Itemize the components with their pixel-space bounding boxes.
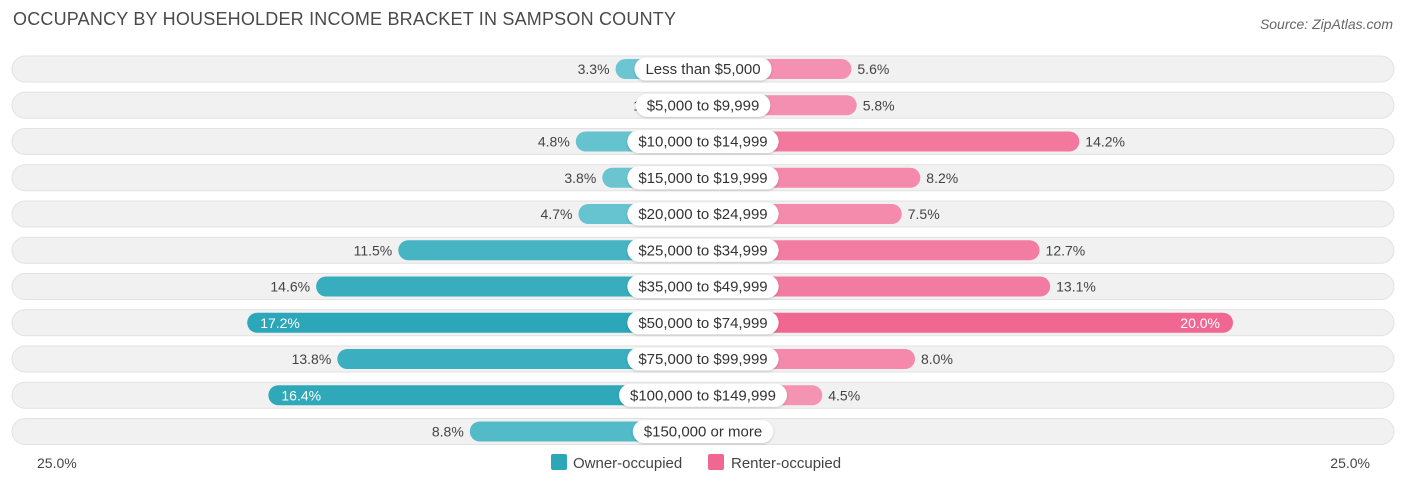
row-1: 1.2%5.8%$5,000 to $9,999 (11, 91, 1395, 119)
owner-bar (337, 349, 713, 369)
row-9: 16.4% 4.5% $100,000 to $149,999 (11, 381, 1395, 409)
category-label: $50,000 to $74,999 (638, 315, 767, 332)
renter-bar (693, 240, 1040, 261)
owner-value-label: 8.8% (432, 424, 464, 440)
axis-left-label: 25.0% (37, 455, 77, 471)
category-label: Less than $5,000 (645, 61, 760, 78)
owner-value-label: 3.8% (564, 170, 596, 186)
category-label: $75,000 to $99,999 (638, 351, 767, 368)
renter-bar (693, 312, 1233, 333)
category-label: $15,000 to $19,999 (638, 170, 767, 187)
category-label: $25,000 to $34,999 (638, 242, 767, 259)
category-label: $20,000 to $24,999 (638, 206, 767, 223)
category-pill (627, 238, 779, 262)
renter-bar (693, 276, 1051, 297)
category-label: $5,000 to $9,999 (647, 97, 760, 114)
category-pill (635, 93, 771, 117)
category-pill (632, 420, 774, 443)
category-label: $100,000 to $149,999 (630, 387, 776, 404)
owner-value-label: 16.4% (281, 387, 321, 403)
renter-value-label: 4.5% (828, 387, 860, 403)
category-pill (627, 347, 779, 371)
renter-value-label: 8.2% (926, 170, 958, 186)
owner-value-label: 11.5% (354, 242, 393, 258)
owner-value-label: 13.8% (292, 351, 332, 367)
renter-value-label: 5.6% (857, 61, 889, 77)
owner-value-label: 17.2% (260, 315, 300, 331)
owner-value-label: 4.8% (538, 134, 570, 150)
category-pill (627, 275, 779, 298)
legend-swatch-owner (551, 454, 567, 470)
owner-value-label: 3.3% (578, 61, 610, 77)
axis-right-label: 25.0% (1330, 455, 1370, 471)
row-0: 3.3% 5.6% Less than $5,000 (11, 55, 1395, 83)
renter-value-label: 14.2% (1085, 134, 1125, 150)
row-10: 8.8%0.51%$150,000 or more (11, 418, 1395, 445)
row-4: 4.7% 7.5% $20,000 to $24,999 (11, 200, 1395, 228)
renter-bar (693, 131, 1080, 152)
owner-bar (268, 385, 713, 406)
owner-value-label: 4.7% (541, 206, 573, 222)
owner-bar (316, 276, 713, 297)
owner-bar (247, 312, 713, 333)
row-6: 14.6% 13.1% $35,000 to $49,999 (11, 273, 1395, 300)
category-pill (627, 202, 779, 226)
renter-value-label: 20.0% (1180, 315, 1220, 331)
renter-value-label: 5.8% (863, 97, 895, 113)
legend-label-owner: Owner-occupied (573, 455, 682, 472)
category-label: $10,000 to $14,999 (638, 134, 767, 151)
category-label: $150,000 or more (644, 424, 762, 441)
row-8: 13.8% 8.0% $75,000 to $99,999 (11, 345, 1395, 373)
category-pill (627, 311, 779, 335)
renter-value-label: 8.0% (921, 351, 953, 367)
category-label: $35,000 to $49,999 (638, 279, 767, 296)
category-pill (627, 166, 779, 190)
legend-label-renter: Renter-occupied (731, 455, 841, 472)
renter-value-label: 12.7% (1046, 242, 1086, 258)
row-7: 17.2% 20.0% $50,000 to $74,999 (11, 309, 1395, 337)
row-2: 4.8% 14.2% $10,000 to $14,999 (11, 128, 1395, 155)
renter-value-label: 7.5% (908, 206, 940, 222)
chart-title: OCCUPANCY BY HOUSEHOLDER INCOME BRACKET … (13, 9, 677, 29)
category-pill (619, 383, 787, 407)
category-pill (634, 57, 772, 81)
renter-value-label: 13.1% (1056, 279, 1096, 295)
row-5: 11.5% 12.7% $25,000 to $34,999 (11, 236, 1395, 264)
row-3: 3.8% 8.2% $15,000 to $19,999 (11, 164, 1395, 192)
owner-value-label: 14.6% (270, 279, 310, 295)
category-pill (627, 130, 779, 153)
chart-source: Source: ZipAtlas.com (1259, 16, 1393, 32)
legend-swatch-renter (708, 454, 724, 470)
